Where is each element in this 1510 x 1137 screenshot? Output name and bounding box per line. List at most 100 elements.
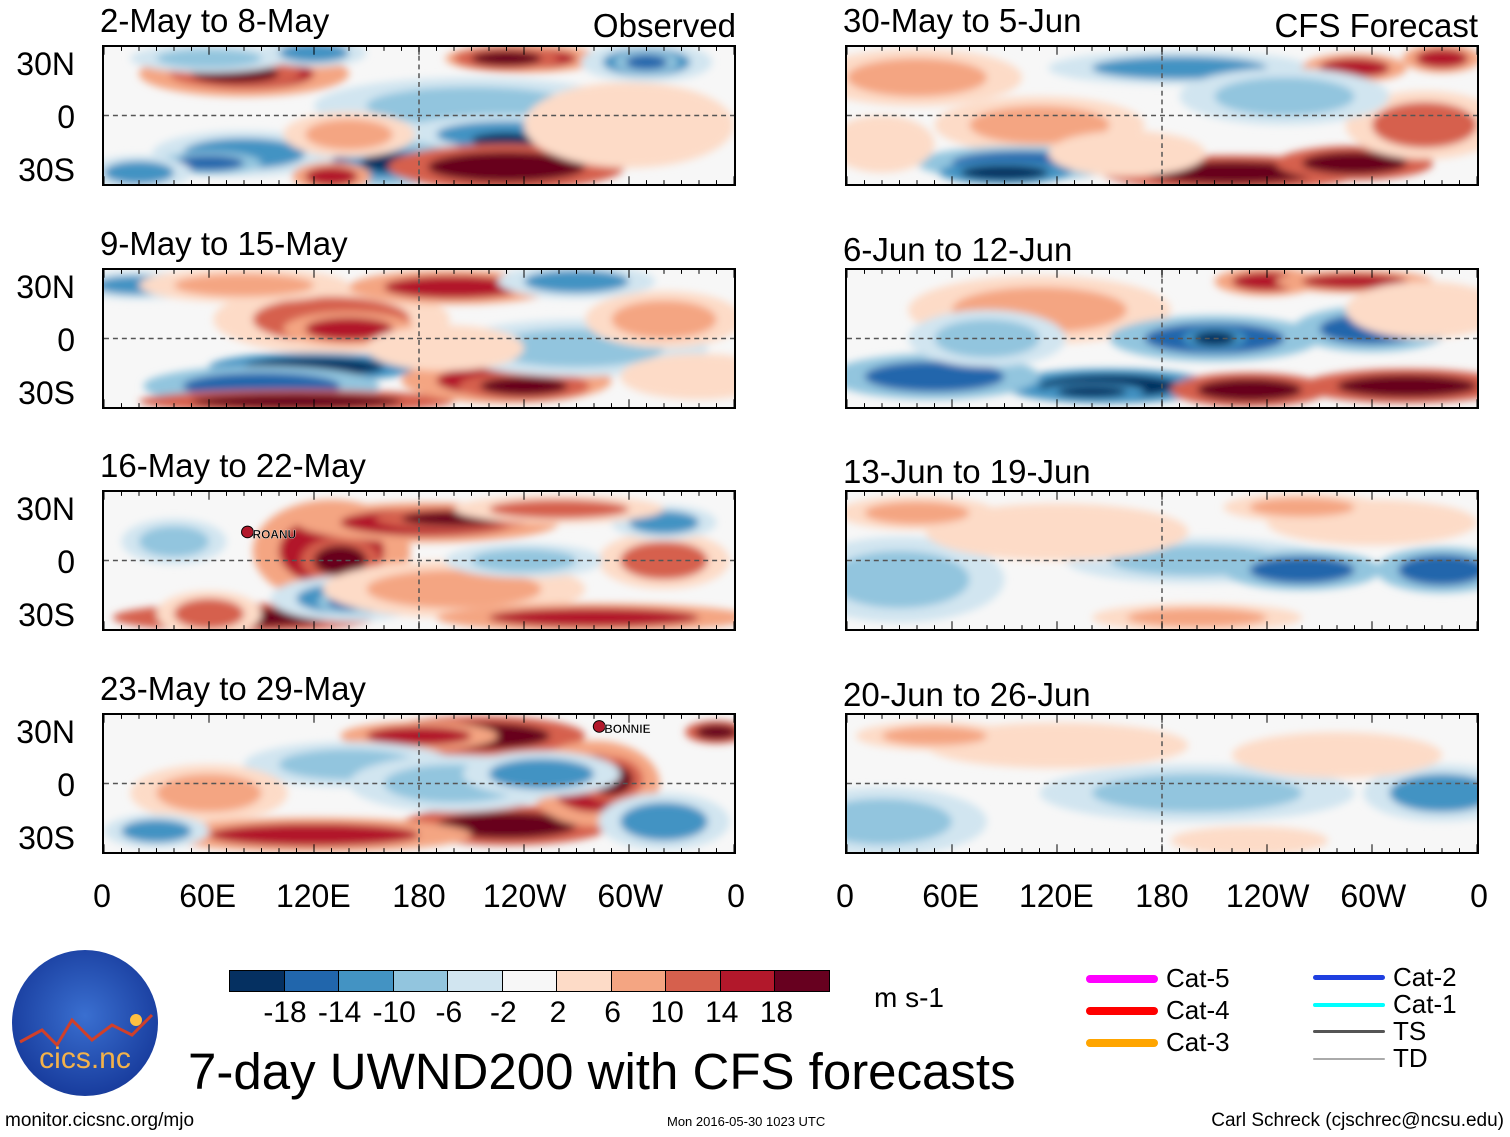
panel-title: 6-Jun to 12-Jun: [843, 231, 1073, 268]
legend-label: Cat-5: [1166, 963, 1230, 993]
forecast-label: CFS Forecast: [1274, 7, 1478, 44]
panel-title: 16-May to 22-May: [100, 447, 366, 484]
colorbar-tick: -6: [435, 996, 463, 1029]
cics-logo: cics.nc: [12, 950, 158, 1096]
anomaly-contour: [1127, 608, 1267, 628]
anomaly-contour: [366, 570, 542, 609]
anomaly-contour: [480, 376, 568, 396]
x-tick-label: 120W: [482, 878, 567, 914]
x-tick-label: 60W: [1340, 878, 1407, 914]
y-tick-label: 30S: [18, 597, 75, 633]
anomaly-contour: [436, 812, 577, 839]
anomaly-contour: [174, 598, 244, 629]
footer-timestamp: Mon 2016-05-30 1023 UTC: [667, 1114, 826, 1129]
storm-legend-item: TD: [1313, 1043, 1428, 1074]
legend-line: [1086, 1006, 1158, 1015]
x-tick-label: 60E: [179, 878, 237, 914]
y-tick-label: 30N: [16, 714, 75, 750]
anomaly-contour: [156, 48, 262, 68]
y-tick-label: 0: [57, 99, 75, 135]
colorbar-tick: 2: [549, 996, 567, 1029]
y-tick-label: 0: [57, 322, 75, 358]
anomaly-contour: [471, 549, 577, 572]
storm-label: BONNIE: [604, 723, 650, 736]
anomaly-contour: [960, 164, 1049, 181]
anomaly-contour: [559, 96, 699, 154]
anomaly-contour: [156, 773, 262, 813]
anomaly-contour: [489, 608, 699, 628]
anomaly-contour: [174, 155, 244, 171]
storm-marker: [592, 720, 606, 733]
y-tick-label: 30S: [18, 820, 75, 856]
storm-legend-item: Cat-1: [1313, 989, 1457, 1020]
panel-title: 13-Jun to 19-Jun: [843, 453, 1091, 490]
legend-label: Cat-1: [1393, 989, 1457, 1019]
colorbar-tick: 10: [650, 996, 684, 1029]
legend-label: TS: [1393, 1016, 1427, 1046]
colorbar-swatch: [611, 971, 666, 991]
logo-text: cics.nc: [39, 1042, 131, 1075]
anomaly-contour: [139, 526, 209, 557]
y-tick-label: 30N: [16, 491, 75, 527]
anomaly-contour: [934, 319, 1040, 358]
x-tick-label: 0: [727, 878, 745, 914]
anomaly-contour: [1197, 831, 1302, 851]
x-tick-label: 120W: [1225, 878, 1310, 914]
map-panel: [845, 45, 1479, 186]
map-panel: [102, 268, 736, 409]
colorbar-tick: -18: [263, 996, 307, 1029]
panel-title: 20-Jun to 26-Jun: [843, 676, 1091, 713]
anomaly-contour: [969, 512, 1145, 551]
anomaly-contour: [1415, 48, 1469, 68]
x-tick-label: 60E: [922, 878, 980, 914]
legend-label: TD: [1393, 1043, 1428, 1073]
colorbar-tick: 18: [759, 996, 794, 1029]
anomaly-contour: [1197, 378, 1302, 402]
observed-label: Observed: [592, 7, 736, 44]
legend-line: [1313, 1030, 1385, 1033]
x-tick-label: 0: [93, 878, 111, 914]
y-tick-label: 0: [57, 544, 75, 580]
panel-title: 30-May to 5-Jun: [843, 2, 1082, 39]
colorbar-swatch: [775, 971, 829, 991]
anomaly-contour: [471, 132, 542, 148]
anomaly-contour: [471, 50, 542, 67]
colorbar-swatch: [720, 971, 775, 991]
anomaly-contour: [1372, 102, 1477, 148]
y-tick-label: 30N: [16, 269, 75, 305]
legend-label: Cat-3: [1166, 1027, 1230, 1057]
figure-title: 7-day UWND200 with CFS forecasts: [188, 1043, 1016, 1100]
map-panel: [102, 45, 736, 186]
map-panel: [845, 713, 1479, 854]
anomaly-contour: [305, 166, 358, 184]
footer-author: Carl Schreck (cjschrec@ncsu.edu): [1211, 1110, 1504, 1131]
anomaly-contour: [1302, 273, 1407, 290]
anomaly-contour: [392, 332, 498, 364]
legend-line: [1313, 1002, 1385, 1007]
anomaly-contour: [847, 550, 970, 609]
colorbar-swatch: [339, 971, 394, 991]
colorbar-swatch: [284, 971, 339, 991]
anomaly-contour: [969, 730, 1145, 761]
colorbar-swatch: [502, 971, 557, 991]
storm-legend-item: Cat-2: [1313, 962, 1457, 993]
storm-legend-item: Cat-3: [1086, 1027, 1230, 1058]
legend-line: [1086, 1038, 1158, 1047]
anomaly-contour: [847, 125, 917, 164]
storm-legend-item: TS: [1313, 1016, 1426, 1047]
colorbar-swatch: [448, 971, 503, 991]
legend-line: [1313, 1057, 1385, 1060]
map-panel: [845, 490, 1479, 631]
anomaly-contour: [1398, 554, 1477, 586]
legend-label: Cat-2: [1393, 962, 1457, 992]
y-tick-label: 0: [57, 767, 75, 803]
footer-url[interactable]: monitor.cicsnc.org/mjo: [5, 1110, 195, 1131]
anomaly-contour: [104, 161, 174, 184]
storm-legend-item: Cat-5: [1086, 963, 1230, 994]
y-tick-label: 30S: [18, 152, 75, 188]
y-tick-label: 30S: [18, 375, 75, 411]
panel-title: 2-May to 8-May: [100, 2, 330, 39]
anomaly-contour: [1092, 773, 1302, 813]
colorbar-swatch: [557, 971, 612, 991]
colorbar-tick: -14: [317, 996, 362, 1029]
